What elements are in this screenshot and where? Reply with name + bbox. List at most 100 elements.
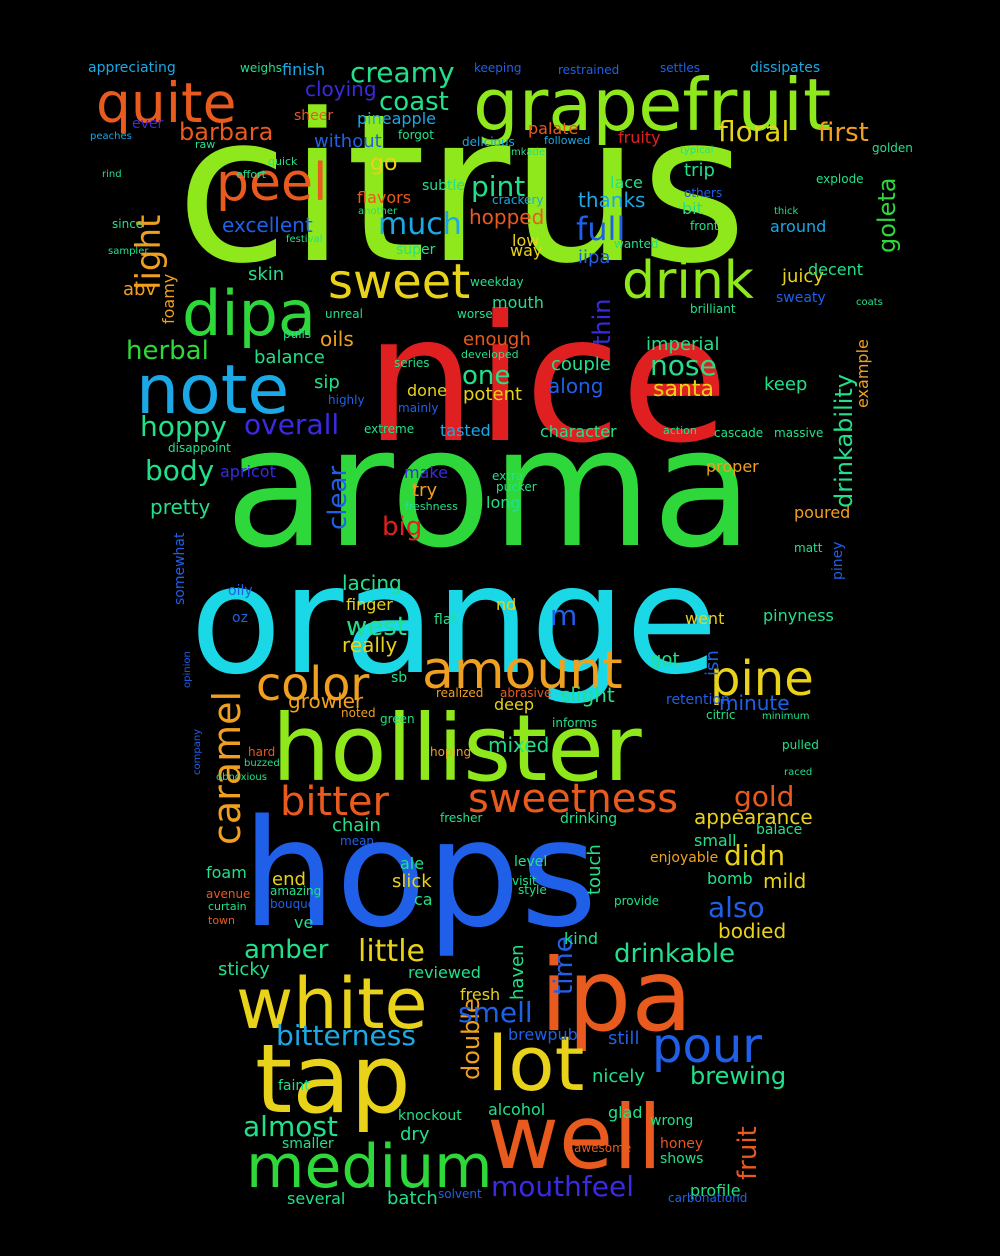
word-noted: noted — [341, 706, 376, 720]
word-oils: oils — [320, 327, 354, 351]
word-forgot: forgot — [398, 128, 434, 142]
word-amazing: amazing — [270, 884, 321, 898]
word-hoping: hoping — [430, 745, 471, 759]
word-quick: quick — [268, 155, 298, 168]
word-realized: realized — [436, 686, 483, 700]
word-others: others — [684, 186, 722, 200]
word-didn: didn — [724, 839, 785, 872]
word-since: since — [112, 217, 143, 231]
word-wanted: wanted — [614, 237, 658, 251]
word-extra: extra — [492, 469, 523, 483]
word-fruit: fruit — [733, 1126, 763, 1180]
word-action: action — [663, 424, 697, 437]
word-ever: ever — [132, 116, 164, 132]
word-skin: skin — [248, 264, 284, 285]
word-santa: santa — [653, 377, 714, 402]
word-informs: informs — [552, 716, 597, 730]
word-matt: matt — [794, 541, 823, 555]
word-way: way — [510, 241, 542, 260]
word-make: make — [404, 463, 448, 482]
word-dipa: dipa — [182, 277, 316, 350]
word-brilliant: brilliant — [690, 302, 736, 316]
word-lacing: lacing — [342, 571, 402, 595]
word-quite: quite — [96, 71, 236, 135]
word-haven: haven — [507, 944, 528, 1000]
word-light: light — [129, 215, 169, 290]
word-gold: gold — [734, 780, 794, 813]
word-pineapple: pineapple — [357, 109, 436, 128]
word-opinion: opinion — [182, 651, 193, 688]
word-really: really — [342, 633, 397, 657]
word-dissipates: dissipates — [750, 60, 820, 76]
word-foamy: foamy — [159, 274, 178, 324]
word-trip: trip — [684, 160, 715, 181]
word-m: m — [550, 599, 577, 632]
word-almost: almost — [243, 1110, 338, 1143]
word-drinking: drinking — [560, 811, 617, 827]
word-cloying: cloying — [305, 77, 377, 101]
word-touch: touch — [584, 844, 605, 895]
word-cascade: cascade — [714, 426, 763, 440]
word-decent: decent — [808, 260, 863, 279]
word-another: another — [358, 206, 398, 217]
word-sip: sip — [314, 372, 340, 393]
word-faint: faint — [278, 1078, 310, 1094]
word-note: note — [136, 351, 289, 430]
word-got: got — [650, 649, 680, 670]
word-nice: nice — [365, 279, 728, 482]
word-flavors: flavors — [357, 188, 411, 207]
word-batch: batch — [387, 1188, 438, 1209]
word-thin: thin — [588, 299, 616, 346]
word-barbara: barbara — [179, 118, 273, 146]
word-coats: coats — [856, 297, 883, 308]
word-long: long — [486, 493, 521, 512]
word-example: example — [853, 339, 872, 408]
word-super: super — [396, 242, 436, 258]
word-carbonationd: carbonationd — [668, 1191, 747, 1205]
word-floral: floral — [718, 115, 789, 148]
word-sweet: sweet — [328, 254, 470, 310]
word-solvent: solvent — [438, 1187, 482, 1201]
word-obnoxious: obnoxious — [216, 772, 267, 783]
word-brewpub: brewpub — [508, 1025, 578, 1044]
word-white: white — [236, 963, 428, 1045]
word-buzzed: buzzed — [244, 758, 280, 769]
word-curtain: curtain — [208, 900, 247, 913]
word-pucker: pucker — [496, 480, 537, 494]
word-series: series — [394, 356, 430, 370]
word-oily: oily — [228, 583, 253, 599]
word-iipa: iipa — [578, 247, 610, 268]
word-typical: typical — [680, 145, 713, 156]
word-bodied: bodied — [718, 919, 786, 943]
word-finish: finish — [282, 60, 325, 79]
word-style: style — [518, 883, 547, 897]
word-smell: smell — [458, 996, 533, 1029]
word-enough: enough — [463, 329, 531, 350]
word-goleta: goleta — [873, 178, 901, 253]
word-mixed: mixed — [488, 733, 549, 757]
word-orange: orange — [190, 534, 718, 708]
word-done: done — [407, 381, 447, 400]
word-lot: lot — [487, 1019, 584, 1108]
word-hollister: hollister — [272, 695, 642, 802]
word-excellent: excellent — [222, 213, 313, 237]
word-settles: settles — [660, 61, 700, 75]
word-proper: proper — [706, 457, 759, 476]
word-fruity: fruity — [618, 128, 661, 147]
word-tap: tap — [255, 1025, 411, 1135]
word-shows: shows — [660, 1151, 703, 1167]
word-fresh: fresh — [460, 985, 500, 1004]
word-growler: growler — [288, 689, 364, 713]
word-glad: glad — [608, 1103, 643, 1122]
word-bitterness: bitterness — [276, 1019, 416, 1052]
word-keeping: keeping — [474, 61, 521, 75]
word-small: small — [694, 831, 737, 850]
word-juicy: juicy — [781, 266, 824, 287]
word-freshness: freshness — [405, 500, 458, 513]
word-brewing: brewing — [690, 1062, 786, 1090]
word-around: around — [770, 217, 826, 236]
word-crackery: crackery — [492, 193, 543, 207]
word-awesome: awesome — [574, 1141, 631, 1155]
